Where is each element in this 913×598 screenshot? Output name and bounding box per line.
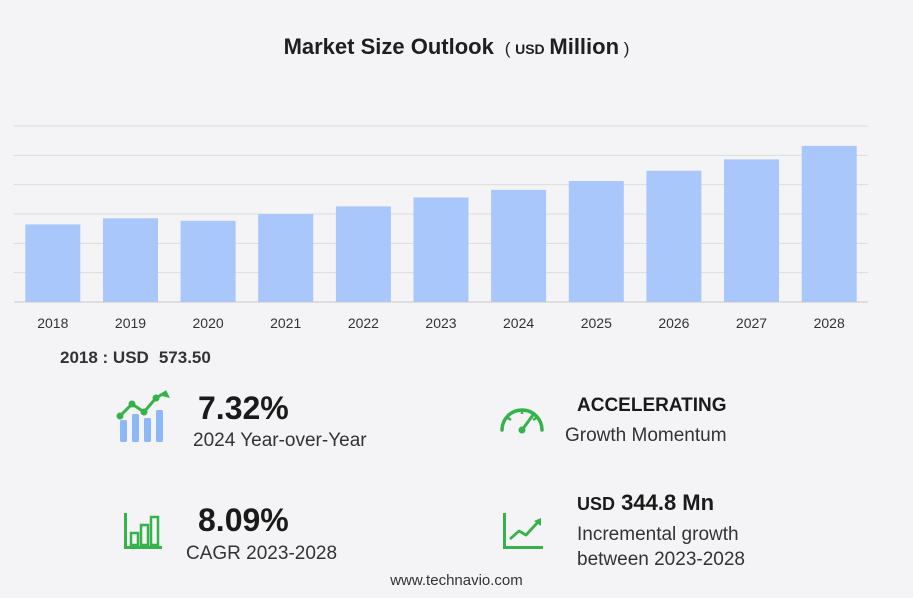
x-tick-label-2025: 2025	[581, 315, 612, 331]
x-tick-label-2024: 2024	[503, 315, 534, 331]
bar-chart: 2018 2019 2020 2021 2022 2023 2024 2025 2026 2027…	[14, 125, 868, 331]
speedometer-icon	[500, 408, 544, 434]
bar-2026	[646, 170, 702, 302]
bar-growth-icon	[116, 390, 170, 442]
x-tick-label-2027: 2027	[736, 315, 767, 331]
yoy-value: 7.32%	[198, 390, 289, 426]
base-value-number: 573.50	[158, 348, 211, 367]
bar-2028	[801, 145, 857, 302]
title-unit: USD	[515, 41, 545, 57]
bar-2019	[103, 218, 158, 302]
x-tick-label-2023: 2023	[425, 315, 456, 331]
chart-title: Market Size Outlook ( USD Million )	[0, 34, 913, 60]
bar-2024	[491, 189, 547, 302]
base-value: 2018 : USD 573.50	[60, 348, 211, 368]
momentum-title: ACCELERATING	[577, 395, 727, 416]
title-scale: Million	[549, 34, 620, 59]
momentum-label: Growth Momentum	[565, 425, 727, 446]
bar-2021	[258, 214, 314, 302]
x-tick-label-2022: 2022	[348, 315, 379, 331]
x-tick-label-2028: 2028	[814, 315, 845, 331]
incremental-number: 344.8 Mn	[621, 490, 715, 515]
bar-2025	[568, 181, 624, 302]
line-growth-icon	[503, 513, 543, 549]
x-tick-label-2021: 2021	[270, 315, 301, 331]
bar-2022	[335, 206, 391, 302]
bar-chart-icon	[124, 513, 162, 549]
base-value-label: 2018 : USD	[60, 348, 149, 367]
x-tick-label-2020: 2020	[193, 315, 224, 331]
title-unit-wrap: ( USD Million )	[499, 34, 630, 59]
bar-2018	[25, 224, 81, 302]
yoy-label: 2024 Year-over-Year	[193, 430, 367, 451]
incremental-unit: USD	[577, 494, 616, 514]
cagr-value: 8.09%	[198, 502, 289, 538]
incremental-value: USD 344.8 Mn	[577, 490, 714, 516]
bar-2023	[413, 197, 469, 302]
x-tick-label-2018: 2018	[37, 315, 68, 331]
bar-2020	[180, 220, 236, 302]
x-tick-label-2026: 2026	[658, 315, 689, 331]
incremental-line2: between 2023-2028	[577, 549, 745, 570]
cagr-label: CAGR 2023-2028	[186, 543, 338, 564]
bar-2027	[724, 159, 779, 302]
title-main: Market Size Outlook	[283, 34, 494, 59]
x-tick-label-2019: 2019	[115, 315, 146, 331]
footer-url: www.technavio.com	[390, 572, 523, 589]
incremental-line1: Incremental growth	[577, 524, 739, 545]
